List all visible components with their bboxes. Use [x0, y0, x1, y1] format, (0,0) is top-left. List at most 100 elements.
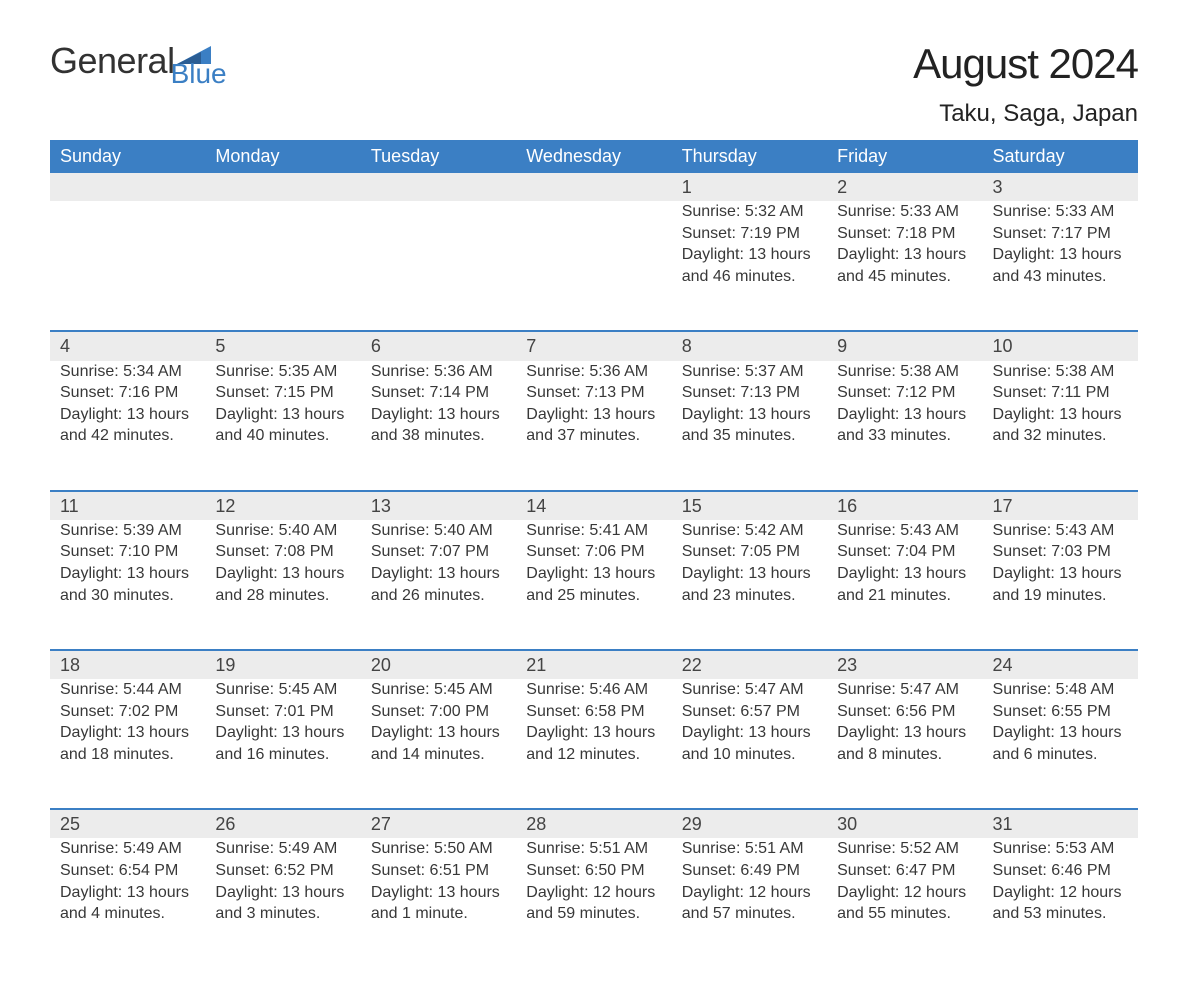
day-number-cell: 2	[827, 173, 982, 201]
sunrise-text: Sunrise: 5:36 AM	[526, 361, 661, 383]
day-content-cell: Sunrise: 5:35 AMSunset: 7:15 PMDaylight:…	[205, 361, 360, 491]
day-number-cell: 16	[827, 491, 982, 520]
sunrise-text: Sunrise: 5:37 AM	[682, 361, 817, 383]
sunset-text: Sunset: 7:19 PM	[682, 223, 817, 245]
sunset-text: Sunset: 7:04 PM	[837, 541, 972, 563]
day-number-cell: 26	[205, 809, 360, 838]
sunset-text: Sunset: 6:50 PM	[526, 860, 661, 882]
logo-right: Blue	[177, 46, 227, 90]
day-number-cell: 8	[672, 331, 827, 360]
sunrise-text: Sunrise: 5:43 AM	[837, 520, 972, 542]
sunrise-text: Sunrise: 5:49 AM	[215, 838, 350, 860]
day-content-cell: Sunrise: 5:48 AMSunset: 6:55 PMDaylight:…	[983, 679, 1138, 809]
day-number-cell	[50, 173, 205, 201]
sunrise-text: Sunrise: 5:43 AM	[993, 520, 1128, 542]
week-daynum-row: 123	[50, 173, 1138, 201]
day-content-cell: Sunrise: 5:41 AMSunset: 7:06 PMDaylight:…	[516, 520, 671, 650]
daylight-text: Daylight: 13 hours and 1 minute.	[371, 882, 506, 925]
sunset-text: Sunset: 7:17 PM	[993, 223, 1128, 245]
day-number-cell: 5	[205, 331, 360, 360]
day-content-cell: Sunrise: 5:38 AMSunset: 7:12 PMDaylight:…	[827, 361, 982, 491]
header-row: Sunday Monday Tuesday Wednesday Thursday…	[50, 140, 1138, 173]
week-content-row: Sunrise: 5:49 AMSunset: 6:54 PMDaylight:…	[50, 838, 1138, 968]
day-number-cell: 31	[983, 809, 1138, 838]
col-wed: Wednesday	[516, 140, 671, 173]
sunset-text: Sunset: 6:57 PM	[682, 701, 817, 723]
day-content-cell: Sunrise: 5:51 AMSunset: 6:49 PMDaylight:…	[672, 838, 827, 968]
week-content-row: Sunrise: 5:44 AMSunset: 7:02 PMDaylight:…	[50, 679, 1138, 809]
sunrise-text: Sunrise: 5:50 AM	[371, 838, 506, 860]
daylight-text: Daylight: 13 hours and 40 minutes.	[215, 404, 350, 447]
sunset-text: Sunset: 7:15 PM	[215, 382, 350, 404]
week-daynum-row: 25262728293031	[50, 809, 1138, 838]
week-daynum-row: 18192021222324	[50, 650, 1138, 679]
daylight-text: Daylight: 13 hours and 23 minutes.	[682, 563, 817, 606]
day-number-cell: 19	[205, 650, 360, 679]
sunrise-text: Sunrise: 5:46 AM	[526, 679, 661, 701]
col-sun: Sunday	[50, 140, 205, 173]
sunset-text: Sunset: 7:00 PM	[371, 701, 506, 723]
sunrise-text: Sunrise: 5:32 AM	[682, 201, 817, 223]
day-content-cell: Sunrise: 5:32 AMSunset: 7:19 PMDaylight:…	[672, 201, 827, 331]
day-number-cell: 11	[50, 491, 205, 520]
sunrise-text: Sunrise: 5:42 AM	[682, 520, 817, 542]
sunset-text: Sunset: 6:51 PM	[371, 860, 506, 882]
day-content-cell: Sunrise: 5:40 AMSunset: 7:08 PMDaylight:…	[205, 520, 360, 650]
daylight-text: Daylight: 13 hours and 3 minutes.	[215, 882, 350, 925]
sunset-text: Sunset: 6:54 PM	[60, 860, 195, 882]
week-content-row: Sunrise: 5:34 AMSunset: 7:16 PMDaylight:…	[50, 361, 1138, 491]
day-content-cell	[516, 201, 671, 331]
sunrise-text: Sunrise: 5:49 AM	[60, 838, 195, 860]
col-fri: Friday	[827, 140, 982, 173]
day-content-cell: Sunrise: 5:39 AMSunset: 7:10 PMDaylight:…	[50, 520, 205, 650]
day-content-cell: Sunrise: 5:47 AMSunset: 6:57 PMDaylight:…	[672, 679, 827, 809]
col-tue: Tuesday	[361, 140, 516, 173]
day-content-cell: Sunrise: 5:36 AMSunset: 7:13 PMDaylight:…	[516, 361, 671, 491]
day-number-cell: 9	[827, 331, 982, 360]
daylight-text: Daylight: 13 hours and 16 minutes.	[215, 722, 350, 765]
daylight-text: Daylight: 13 hours and 10 minutes.	[682, 722, 817, 765]
daylight-text: Daylight: 12 hours and 59 minutes.	[526, 882, 661, 925]
daylight-text: Daylight: 13 hours and 43 minutes.	[993, 244, 1128, 287]
col-sat: Saturday	[983, 140, 1138, 173]
sunrise-text: Sunrise: 5:51 AM	[682, 838, 817, 860]
daylight-text: Daylight: 13 hours and 42 minutes.	[60, 404, 195, 447]
day-number-cell: 22	[672, 650, 827, 679]
sunset-text: Sunset: 7:07 PM	[371, 541, 506, 563]
week-content-row: Sunrise: 5:32 AMSunset: 7:19 PMDaylight:…	[50, 201, 1138, 331]
sunrise-text: Sunrise: 5:45 AM	[215, 679, 350, 701]
daylight-text: Daylight: 13 hours and 8 minutes.	[837, 722, 972, 765]
title-block: August 2024	[913, 40, 1138, 88]
day-number-cell: 29	[672, 809, 827, 838]
month-title: August 2024	[913, 40, 1138, 88]
day-content-cell: Sunrise: 5:37 AMSunset: 7:13 PMDaylight:…	[672, 361, 827, 491]
daylight-text: Daylight: 13 hours and 4 minutes.	[60, 882, 195, 925]
logo-word-general: General	[50, 40, 175, 82]
daylight-text: Daylight: 13 hours and 12 minutes.	[526, 722, 661, 765]
sunset-text: Sunset: 7:14 PM	[371, 382, 506, 404]
daylight-text: Daylight: 13 hours and 19 minutes.	[993, 563, 1128, 606]
sunrise-text: Sunrise: 5:36 AM	[371, 361, 506, 383]
sunrise-text: Sunrise: 5:33 AM	[993, 201, 1128, 223]
day-number-cell: 25	[50, 809, 205, 838]
calendar-table: Sunday Monday Tuesday Wednesday Thursday…	[50, 140, 1138, 968]
sunset-text: Sunset: 7:06 PM	[526, 541, 661, 563]
sunset-text: Sunset: 7:12 PM	[837, 382, 972, 404]
day-content-cell: Sunrise: 5:49 AMSunset: 6:52 PMDaylight:…	[205, 838, 360, 968]
day-content-cell: Sunrise: 5:33 AMSunset: 7:17 PMDaylight:…	[983, 201, 1138, 331]
sunrise-text: Sunrise: 5:40 AM	[215, 520, 350, 542]
daylight-text: Daylight: 13 hours and 46 minutes.	[682, 244, 817, 287]
daylight-text: Daylight: 13 hours and 18 minutes.	[60, 722, 195, 765]
day-content-cell: Sunrise: 5:50 AMSunset: 6:51 PMDaylight:…	[361, 838, 516, 968]
day-content-cell: Sunrise: 5:47 AMSunset: 6:56 PMDaylight:…	[827, 679, 982, 809]
sunrise-text: Sunrise: 5:38 AM	[837, 361, 972, 383]
daylight-text: Daylight: 13 hours and 26 minutes.	[371, 563, 506, 606]
day-number-cell: 3	[983, 173, 1138, 201]
sunrise-text: Sunrise: 5:44 AM	[60, 679, 195, 701]
sunset-text: Sunset: 7:05 PM	[682, 541, 817, 563]
sunrise-text: Sunrise: 5:39 AM	[60, 520, 195, 542]
sunrise-text: Sunrise: 5:38 AM	[993, 361, 1128, 383]
sunset-text: Sunset: 7:01 PM	[215, 701, 350, 723]
day-content-cell: Sunrise: 5:33 AMSunset: 7:18 PMDaylight:…	[827, 201, 982, 331]
daylight-text: Daylight: 13 hours and 38 minutes.	[371, 404, 506, 447]
